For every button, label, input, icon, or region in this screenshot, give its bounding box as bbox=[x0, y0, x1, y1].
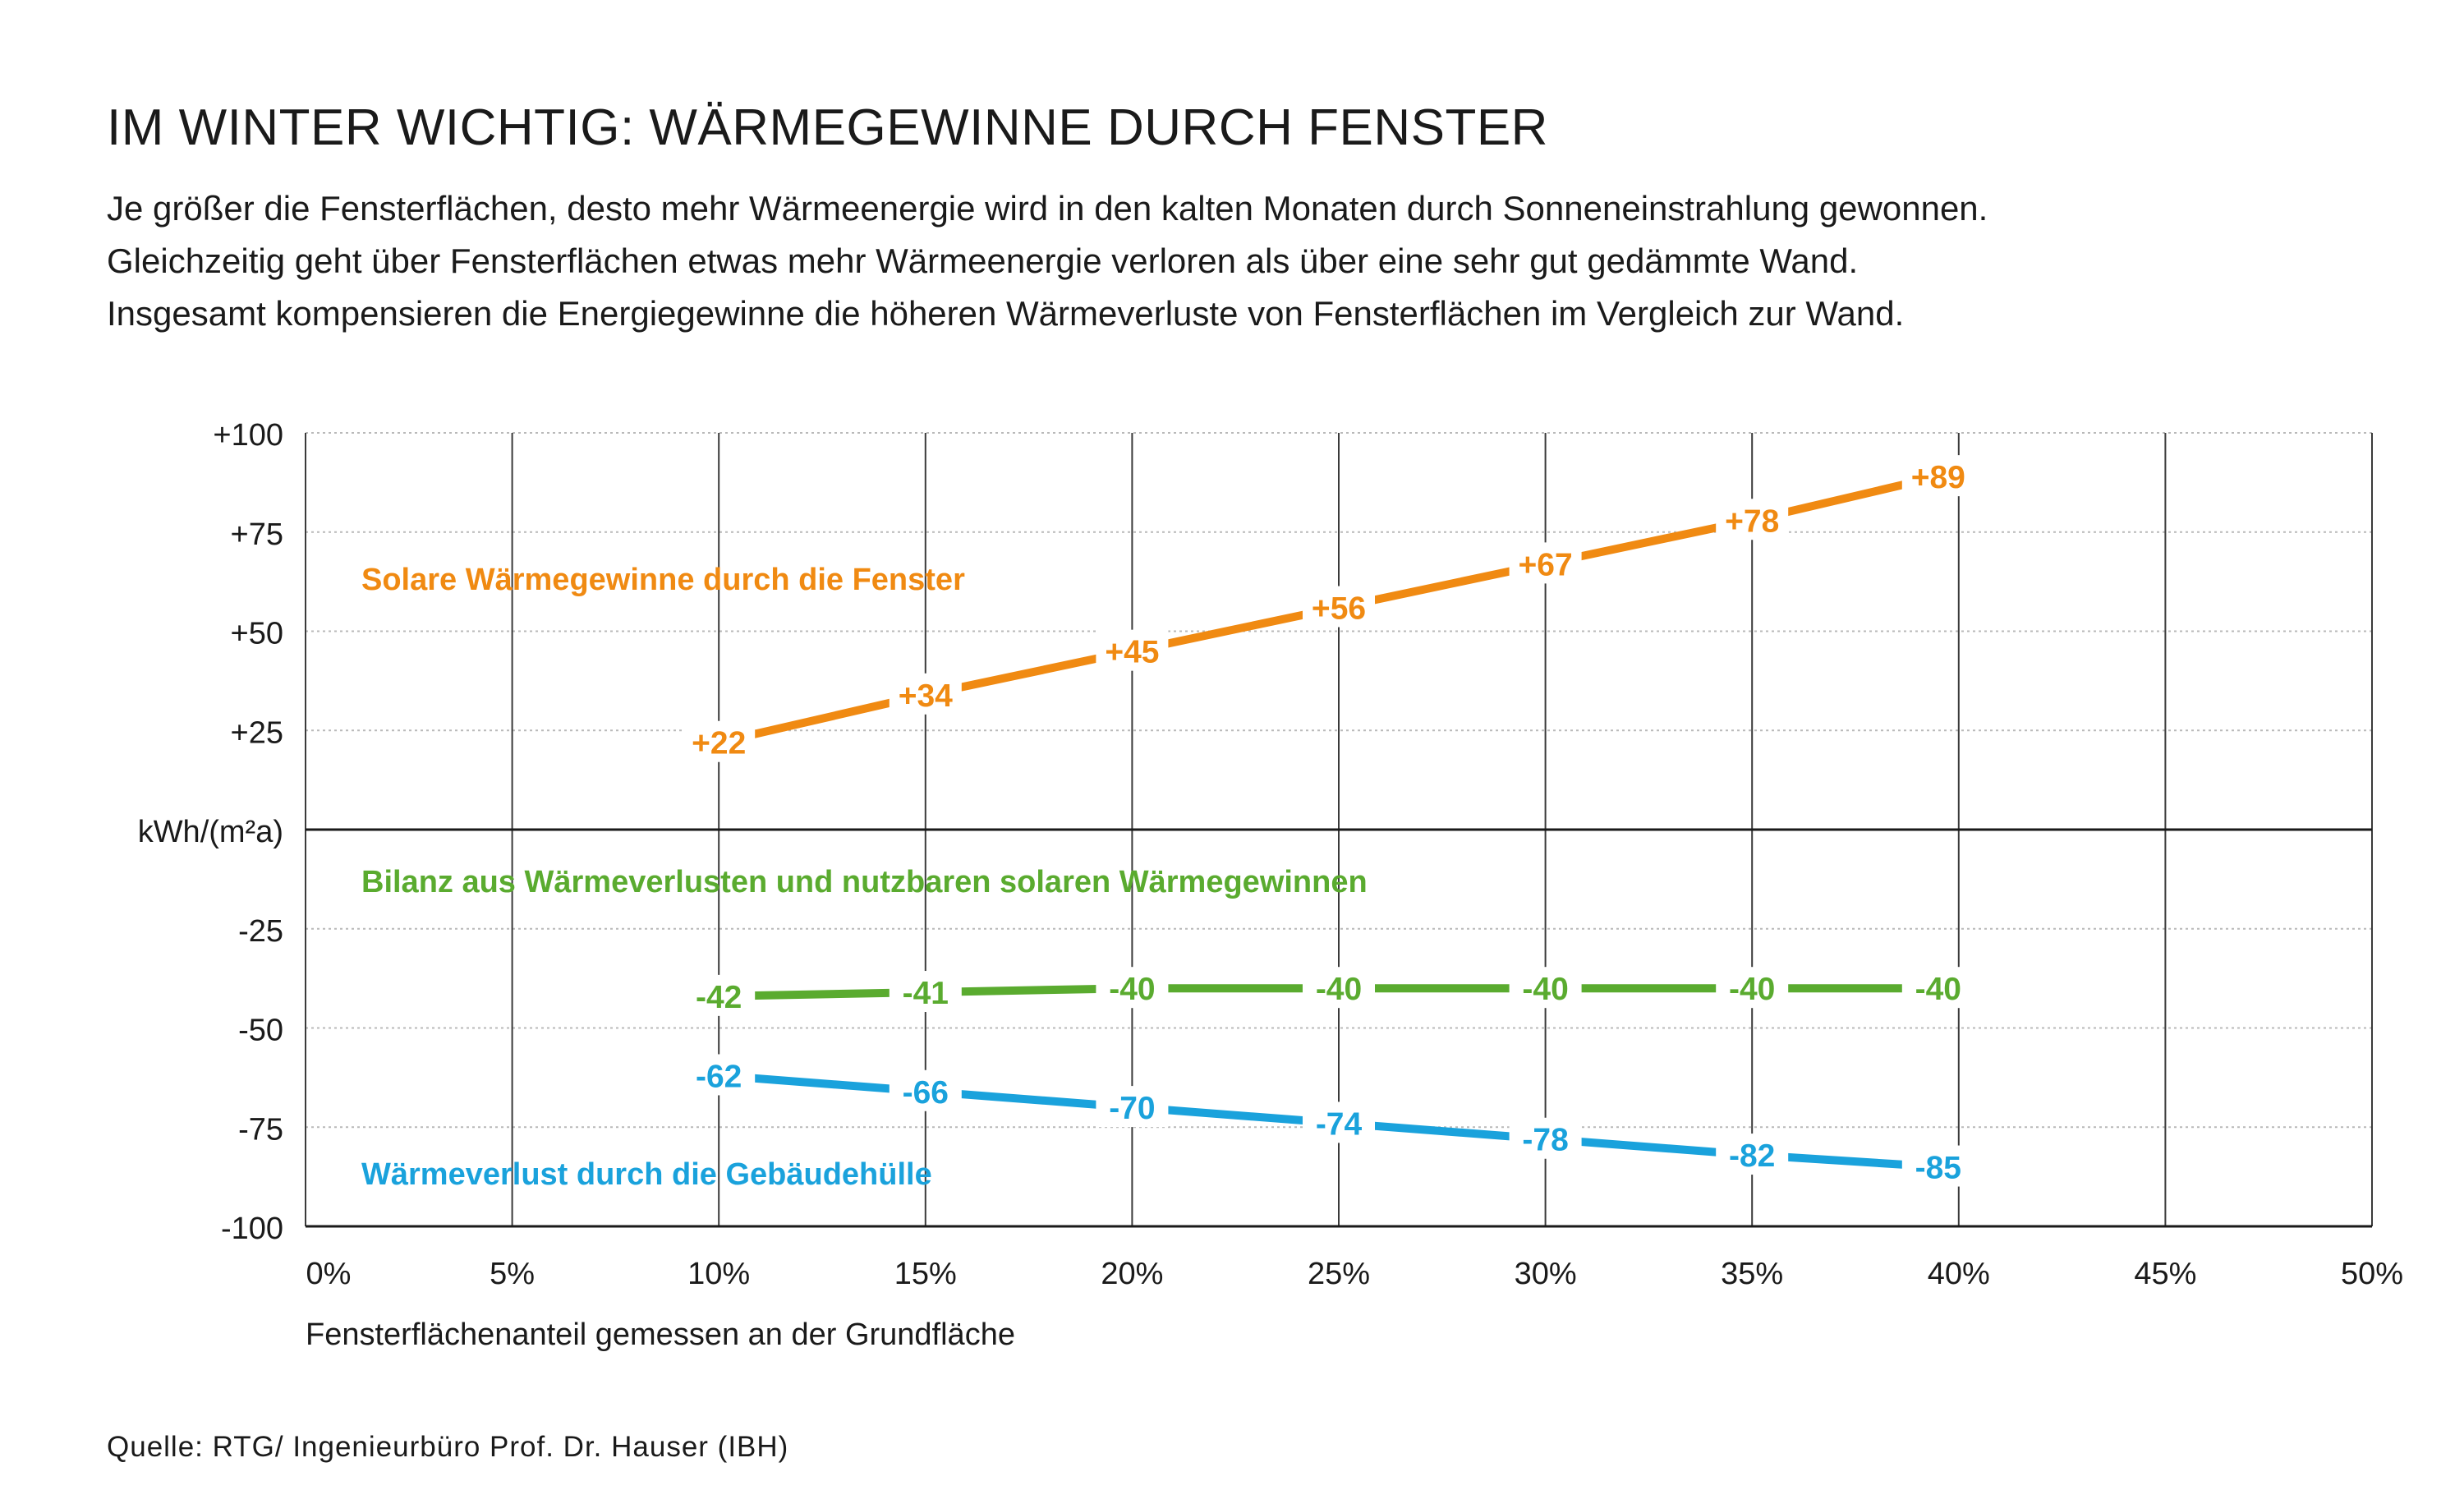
data-label: +34 bbox=[899, 678, 953, 714]
description-line: Insgesamt kompensieren die Energiegewinn… bbox=[107, 294, 1905, 333]
data-label-background bbox=[683, 1054, 756, 1096]
x-tick-label: 35% bbox=[1721, 1257, 1783, 1291]
data-label: +67 bbox=[1519, 547, 1573, 582]
chart-description: Je größer die Fensterflächen, desto mehr… bbox=[107, 182, 2439, 340]
data-label: -62 bbox=[696, 1059, 742, 1094]
data-label: -74 bbox=[1316, 1106, 1363, 1142]
chart-title: IM WINTER WICHTIG: WÄRMEGEWINNE DURCH FE… bbox=[107, 99, 1548, 156]
y-tick-label: -100 bbox=[221, 1212, 283, 1246]
data-label: -40 bbox=[1109, 972, 1155, 1007]
x-tick-label: 10% bbox=[687, 1257, 750, 1291]
data-label-background bbox=[1096, 967, 1169, 1009]
y-tick-label: +75 bbox=[231, 517, 283, 552]
x-tick-label: 0% bbox=[306, 1257, 352, 1291]
y-tick-label: kWh/(m²a) bbox=[138, 815, 283, 849]
series-label: Solare Wärmegewinne durch die Fenster bbox=[361, 563, 965, 597]
y-tick-label: +50 bbox=[231, 617, 283, 651]
x-tick-label: 5% bbox=[490, 1257, 535, 1291]
series-label: Wärmeverlust durch die Gebäudehülle bbox=[361, 1157, 932, 1192]
data-label-background bbox=[889, 1069, 962, 1111]
chart-series: Solare Wärmegewinne durch die Fenster Bil… bbox=[361, 455, 1974, 1192]
data-label-background bbox=[1509, 967, 1582, 1009]
x-tick-label: 20% bbox=[1101, 1257, 1163, 1291]
data-label: +45 bbox=[1105, 635, 1159, 670]
data-label: -40 bbox=[1316, 972, 1362, 1007]
data-label-background bbox=[1303, 1101, 1375, 1143]
data-label-background bbox=[1901, 455, 1974, 497]
data-label: +89 bbox=[1911, 460, 1965, 495]
data-label-background bbox=[1901, 1145, 1974, 1187]
x-tick-label: 25% bbox=[1308, 1257, 1370, 1291]
x-tick-label: 40% bbox=[1928, 1257, 1990, 1291]
data-label: -41 bbox=[903, 976, 949, 1011]
data-label: +78 bbox=[1725, 504, 1779, 539]
x-tick-label: 15% bbox=[894, 1257, 957, 1291]
data-label-background bbox=[889, 673, 962, 715]
data-label: -42 bbox=[696, 980, 742, 1015]
description-line: Je größer die Fensterflächen, desto mehr… bbox=[107, 189, 1988, 228]
data-label-background bbox=[1096, 1086, 1169, 1128]
x-tick-label: 45% bbox=[2134, 1257, 2196, 1291]
x-axis-title: Fensterflächenanteil gemessen an der Gru… bbox=[306, 1318, 1015, 1352]
y-tick-label: -25 bbox=[238, 914, 283, 949]
data-label: -66 bbox=[903, 1075, 949, 1111]
data-label: -82 bbox=[1729, 1138, 1775, 1174]
description-line: Gleichzeitig geht über Fensterflächen et… bbox=[107, 241, 1859, 280]
y-tick-label: -75 bbox=[238, 1112, 283, 1147]
y-tick-label: -50 bbox=[238, 1014, 283, 1048]
data-label-background bbox=[1716, 1134, 1789, 1175]
data-label-background bbox=[1303, 967, 1375, 1009]
data-label-background bbox=[1509, 542, 1582, 584]
chart-axes: +100 +75 +50 +25 kWh/(m²a) -25 -50 -75 -100 0% 5% 1… bbox=[138, 418, 2403, 1352]
data-label: +22 bbox=[692, 726, 746, 761]
data-label-background bbox=[1716, 967, 1789, 1009]
data-label: -70 bbox=[1109, 1091, 1155, 1126]
data-label-background bbox=[1096, 629, 1169, 671]
data-label: -85 bbox=[1915, 1151, 1961, 1186]
x-tick-label: 30% bbox=[1515, 1257, 1577, 1291]
data-label: +56 bbox=[1312, 591, 1366, 627]
data-label: -40 bbox=[1729, 972, 1775, 1007]
data-label: -40 bbox=[1522, 972, 1568, 1007]
x-tick-label: 50% bbox=[2341, 1257, 2403, 1291]
data-label-background bbox=[1303, 586, 1375, 628]
data-label-background bbox=[889, 971, 962, 1013]
y-tick-label: +25 bbox=[231, 715, 283, 750]
data-label-background bbox=[1509, 1117, 1582, 1159]
source-note: Quelle: RTG/ Ingenieurbüro Prof. Dr. Hau… bbox=[107, 1431, 789, 1463]
data-label-background bbox=[1716, 499, 1789, 540]
series-label: Bilanz aus Wärmeverlusten und nutzbaren … bbox=[361, 865, 1368, 899]
data-label-background bbox=[1901, 967, 1974, 1009]
data-label-background bbox=[683, 974, 756, 1016]
data-label-background bbox=[683, 720, 756, 762]
y-tick-label: +100 bbox=[213, 418, 283, 453]
data-label: -40 bbox=[1915, 972, 1961, 1007]
data-label: -78 bbox=[1522, 1123, 1568, 1158]
